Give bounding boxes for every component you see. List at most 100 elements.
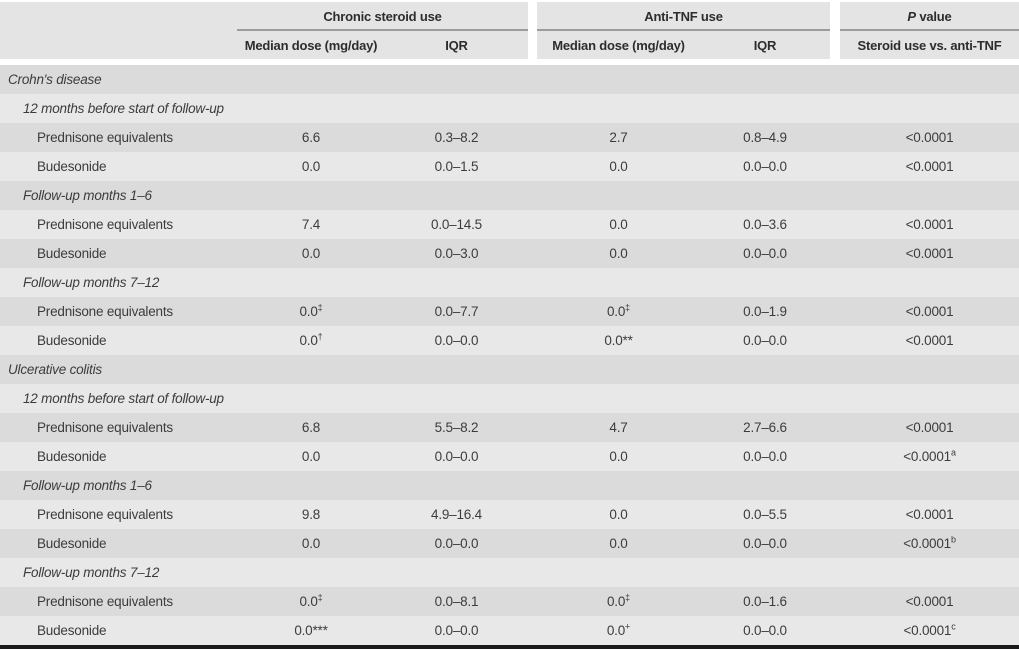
header-group-gap [528, 2, 537, 31]
cell-value: 2.7 [609, 130, 628, 145]
row-label: Prednisone equivalents [37, 304, 173, 319]
row-label: Ulcerative colitis [8, 362, 102, 377]
cell-value: 0.0** [604, 333, 633, 348]
cell-value: <0.0001 [905, 594, 954, 609]
table-row: Follow-up months 1–6 [0, 471, 1019, 500]
table-row: Budesonide 0.0 0.0–0.0 0.0 0.0–0.0 <0.0001b [0, 529, 1019, 558]
table-row: Ulcerative colitis [0, 355, 1019, 384]
table-row: Prednisone equivalents 6.8 5.5–8.2 4.7 2.7–6… [0, 413, 1019, 442]
cell-value: 0.0–8.1 [434, 594, 479, 609]
row-label: Prednisone equivalents [37, 594, 173, 609]
cell-value: 0.0 [301, 246, 321, 261]
cell-value: 2.7–6.6 [743, 420, 787, 435]
table-row: Budesonide 0.0 0.0–0.0 0.0 0.0–0.0 <0.0001a [0, 442, 1019, 471]
cell-value: 0.0 [301, 449, 321, 464]
cell-value: <0.0001 [905, 159, 954, 174]
table-header: Chronic steroid use Anti-TNF use P value… [0, 0, 1019, 59]
table-bottom-rule [0, 645, 1019, 649]
footnote-marker: ‡ [317, 302, 323, 313]
cell-value: 0.0–0.0 [743, 333, 787, 348]
cell-value: 0.0 [609, 246, 628, 261]
cell-value: 0.0–1.6 [743, 594, 787, 609]
table-row: Budesonide 0.0 0.0–1.5 0.0 0.0–0.0 <0.0001 [0, 152, 1019, 181]
footnote-marker: b [950, 534, 956, 545]
cell-value: 5.5–8.2 [434, 420, 479, 435]
table-row: Prednisone equivalents 9.8 4.9–16.4 0.0 0.0–… [0, 500, 1019, 529]
table-row: Crohn's disease [0, 65, 1019, 94]
cell-value: 0.0–1.9 [743, 304, 787, 319]
cell-value: 0.0–0.0 [743, 159, 787, 174]
cell-value: <0.0001c [903, 621, 956, 638]
cell-value: 0.0 [301, 159, 321, 174]
cell-value: 9.8 [301, 507, 321, 522]
row-label: Budesonide [37, 246, 107, 261]
row-label: Follow-up months 7–12 [23, 565, 160, 580]
table-body: Crohn's disease 12 months before start of… [0, 65, 1019, 645]
cell-value: 0.3–8.2 [434, 130, 479, 145]
row-label: 12 months before start of follow-up [23, 101, 224, 116]
header-column-row: Median dose (mg/day) IQR Median dose (mg… [0, 31, 1019, 59]
header-group-chronic-steroid: Chronic steroid use [237, 2, 528, 31]
cell-value: <0.0001 [905, 333, 954, 348]
cell-value: 0.0 [609, 536, 628, 551]
cell-value: <0.0001 [905, 304, 954, 319]
row-label: 12 months before start of follow-up [23, 391, 224, 406]
cell-value: 0.0*** [294, 623, 328, 638]
footnote-marker: + [625, 621, 631, 632]
footnote-marker: c [951, 621, 956, 632]
header-empty-cell [0, 2, 237, 31]
cell-value: 0.0–0.0 [434, 449, 479, 464]
p-value-rest: value [915, 9, 952, 24]
cell-value: 6.8 [301, 420, 321, 435]
cell-value: <0.0001 [905, 246, 954, 261]
header-group-gap [528, 31, 537, 59]
row-label: Prednisone equivalents [37, 130, 173, 145]
row-label: Follow-up months 1–6 [23, 188, 152, 203]
cell-value: 0.0–3.6 [743, 217, 787, 232]
p-value-italic-p: P [907, 9, 916, 24]
header-group-p-value: P value [840, 2, 1019, 31]
header-empty-cell [0, 31, 237, 59]
table-row: Prednisone equivalents 0.0‡ 0.0–7.7 0.0‡ 0.0… [0, 297, 1019, 326]
cell-value: <0.0001a [903, 447, 956, 464]
cell-value: 0.0 [609, 449, 628, 464]
column-header-median-chronic: Median dose (mg/day) [237, 31, 385, 59]
cell-value: 0.0–5.5 [743, 507, 787, 522]
footnote-marker: † [317, 331, 323, 342]
row-label: Crohn's disease [8, 72, 102, 87]
footnote-marker: ‡ [317, 592, 323, 603]
cell-value: 0.0–0.0 [743, 449, 787, 464]
cell-value: 0.0† [299, 331, 323, 348]
footnote-marker: ‡ [625, 592, 630, 603]
cell-value: 0.0+ [606, 621, 631, 638]
table-row: Prednisone equivalents 0.0‡ 0.0–8.1 0.0‡ 0.0… [0, 587, 1019, 616]
row-label: Budesonide [37, 623, 107, 638]
table-row: Prednisone equivalents 6.6 0.3–8.2 2.7 0.8–4… [0, 123, 1019, 152]
table-row: 12 months before start of follow-up [0, 384, 1019, 413]
cell-value: 0.0‡ [299, 592, 323, 609]
cell-value: 0.0 [609, 217, 628, 232]
header-group-label: Anti-TNF use [644, 9, 723, 24]
cell-value: 0.0 [301, 536, 321, 551]
row-label: Prednisone equivalents [37, 420, 173, 435]
cell-value: 0.0 [609, 507, 628, 522]
cell-value: 6.6 [301, 130, 321, 145]
row-label: Budesonide [37, 449, 107, 464]
table-row: Prednisone equivalents 7.4 0.0–14.5 0.0 0.0–… [0, 210, 1019, 239]
cell-value: 0.0–0.0 [743, 246, 787, 261]
header-group-label: Chronic steroid use [323, 9, 442, 24]
footnote-marker: a [950, 447, 956, 458]
cell-value: 0.0–7.7 [434, 304, 479, 319]
column-header-iqr-chronic: IQR [385, 31, 528, 59]
cell-value: <0.0001 [905, 217, 954, 232]
cell-value: <0.0001b [903, 534, 956, 551]
row-label: Budesonide [37, 333, 107, 348]
table-row: Budesonide 0.0† 0.0–0.0 0.0** 0.0–0.0 <0.0001 [0, 326, 1019, 355]
cell-value: 0.0‡ [607, 592, 630, 609]
cell-value: 0.0–0.0 [434, 623, 479, 638]
cell-value: 0.0 [609, 159, 628, 174]
cell-value: 0.0–3.0 [434, 246, 479, 261]
cell-value: <0.0001 [905, 507, 954, 522]
row-label: Prednisone equivalents [37, 217, 173, 232]
cell-value: 7.4 [301, 217, 321, 232]
